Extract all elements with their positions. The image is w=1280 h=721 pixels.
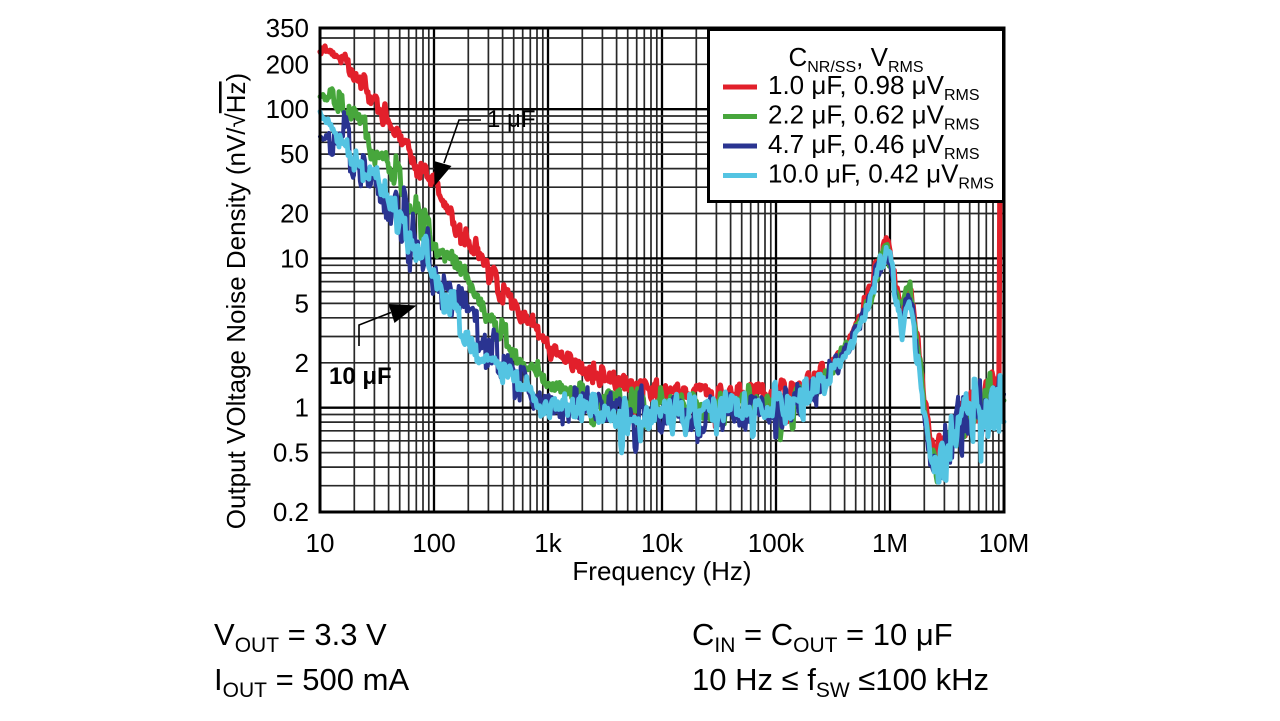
svg-text:VOUT = 3.3 V: VOUT = 3.3 V (214, 617, 387, 657)
svg-text:50: 50 (280, 139, 309, 169)
svg-text:100k: 100k (748, 528, 805, 558)
svg-text:350: 350 (266, 13, 309, 43)
svg-text:Output VOltage Noise Density (: Output VOltage Noise Density (nV/√Hz) (221, 73, 251, 529)
svg-text:1M: 1M (872, 528, 908, 558)
svg-text:10: 10 (306, 528, 335, 558)
svg-text:1: 1 (295, 393, 309, 423)
svg-text:IOUT = 500 mA: IOUT = 500 mA (214, 662, 409, 702)
svg-text:2.2 μF, 0.62 μVRMS: 2.2 μF, 0.62 μVRMS (768, 100, 980, 134)
svg-text:200: 200 (266, 49, 309, 79)
svg-text:1 μF: 1 μF (487, 106, 536, 133)
svg-text:20: 20 (280, 199, 309, 229)
svg-text:1k: 1k (534, 528, 562, 558)
svg-text:10k: 10k (641, 528, 684, 558)
svg-text:10 μF: 10 μF (329, 363, 392, 390)
svg-text:100: 100 (412, 528, 455, 558)
svg-text:0.5: 0.5 (273, 438, 309, 468)
svg-text:10M: 10M (979, 528, 1030, 558)
svg-text:10: 10 (280, 243, 309, 273)
svg-text:10.0 μF, 0.42 μVRMS: 10.0 μF, 0.42 μVRMS (768, 159, 994, 193)
svg-text:100: 100 (266, 94, 309, 124)
svg-text:0.2: 0.2 (273, 497, 309, 527)
svg-text:2: 2 (295, 348, 309, 378)
svg-text:5: 5 (295, 288, 309, 318)
svg-text:Frequency (Hz): Frequency (Hz) (572, 556, 751, 586)
